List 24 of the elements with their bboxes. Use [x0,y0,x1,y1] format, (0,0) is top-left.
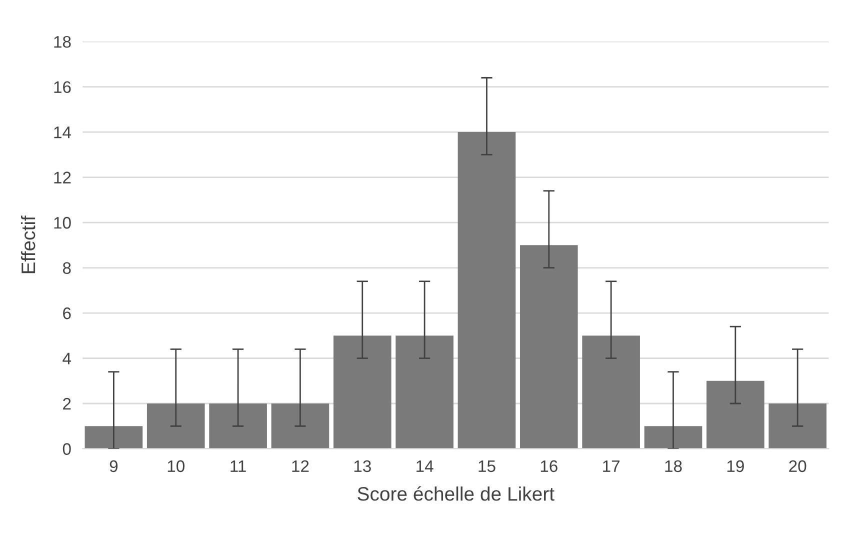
y-tick-label: 4 [62,352,72,364]
y-tick-label: 16 [54,81,71,93]
y-tick-label: 12 [54,172,71,184]
x-tick-label: 16 [540,460,558,472]
y-tick-label: 0 [62,443,71,455]
x-tick-label: 14 [416,460,434,472]
x-tick-label: 10 [168,460,184,472]
x-tick-label: 19 [727,460,744,472]
y-tick-label: 18 [54,36,71,48]
y-axis-title: Effectif [20,216,36,274]
x-tick-label: 9 [110,460,118,472]
x-tick-label: 11 [230,460,246,472]
x-tick-label: 15 [478,460,496,472]
y-tick-label: 2 [63,398,71,410]
x-tick-label: 13 [354,460,371,472]
x-tick-label: 18 [665,460,682,472]
x-tick-label: 12 [292,460,309,472]
y-tick-label: 8 [62,262,71,274]
x-tick-label: 20 [789,460,806,472]
y-tick-label: 14 [54,126,72,138]
x-tick-label: 17 [603,460,620,472]
y-tick-label: 6 [63,307,71,320]
x-axis-title: Score échelle de Likert [358,486,554,501]
y-tick-label: 10 [54,216,71,229]
